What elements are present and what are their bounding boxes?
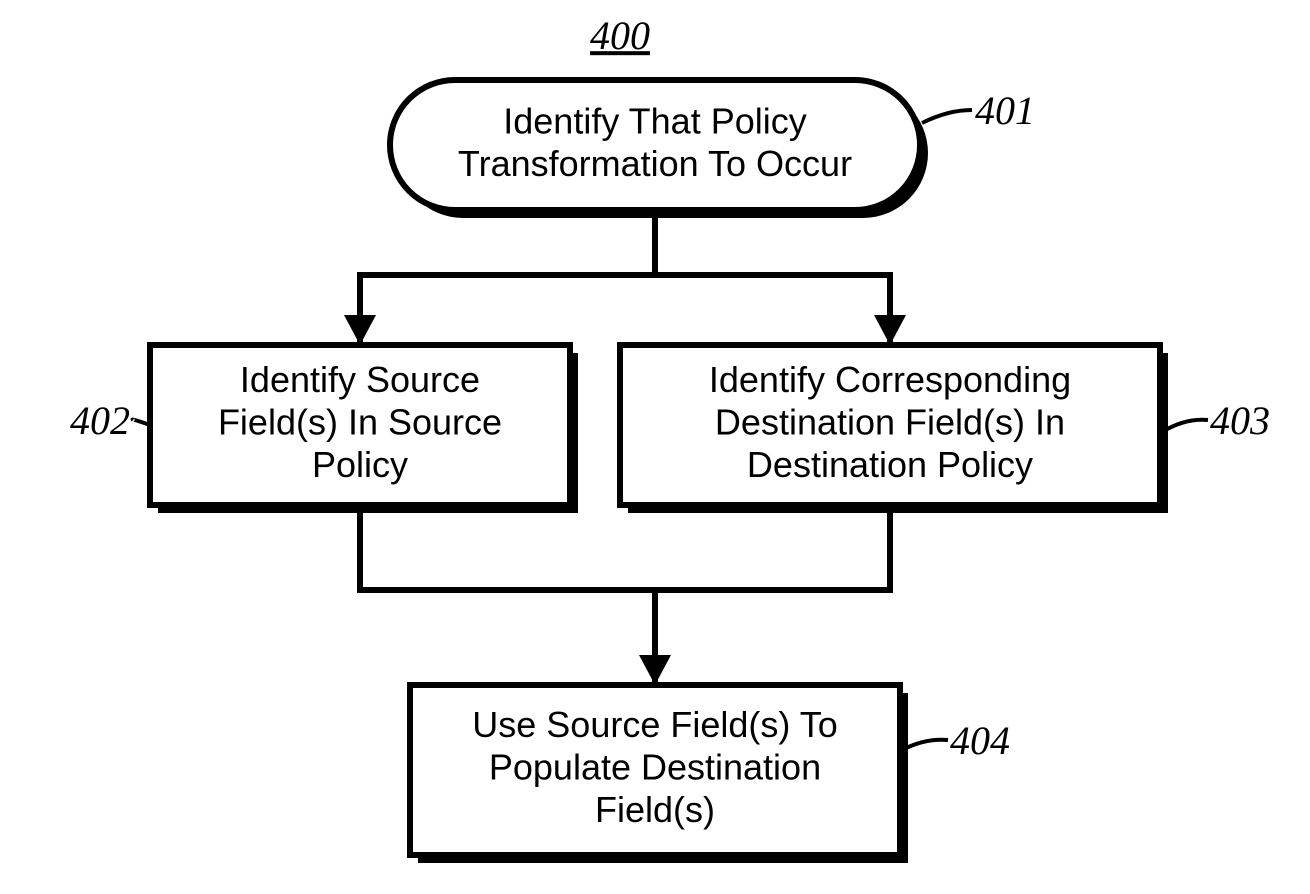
node-text-line: Destination Field(s) In [715, 402, 1065, 443]
node-ref-label: 402 [70, 398, 130, 443]
node-text-line: Use Source Field(s) To [472, 704, 837, 745]
node-text-line: Destination Policy [747, 444, 1033, 485]
node-text-line: Identify Corresponding [709, 359, 1071, 400]
node-text-line: Identify That Policy [503, 100, 807, 141]
node-text-line: Populate Destination [489, 747, 821, 788]
figure-number-label: 400 [590, 13, 650, 58]
node-ref-label: 404 [950, 718, 1010, 763]
flowchart-canvas: 400 Identify That PolicyTransformation To… [0, 0, 1310, 894]
node-text-line: Policy [312, 444, 408, 485]
node-ref-label: 403 [1210, 398, 1270, 443]
node-text-line: Field(s) In Source [218, 402, 502, 443]
node-ref-label: 401 [975, 88, 1035, 133]
node-text-line: Identify Source [240, 359, 480, 400]
node-text-line: Field(s) [595, 789, 715, 830]
node-text-line: Transformation To Occur [458, 143, 852, 184]
